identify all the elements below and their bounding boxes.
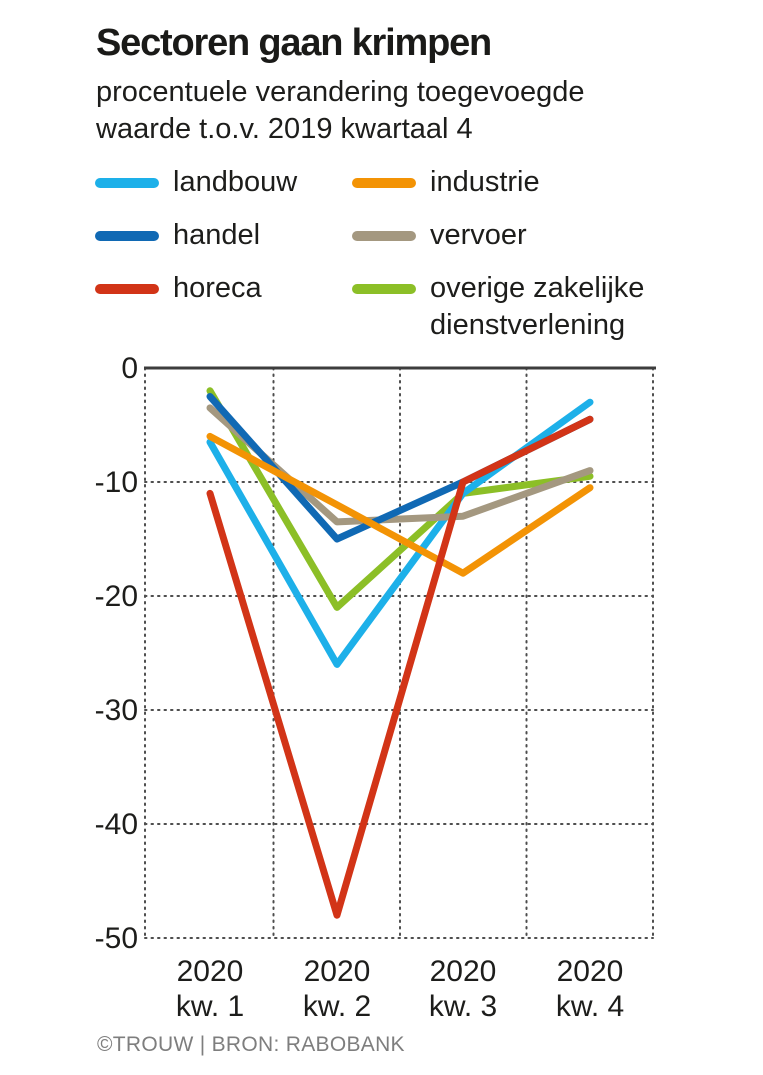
x-tick-label-quarter: kw. 4 xyxy=(556,990,624,1023)
series-line-overige-zakelijke-dienstverlening xyxy=(206,387,594,611)
legend-label: handel xyxy=(173,219,261,251)
legend-label: landbouw xyxy=(173,166,298,198)
chart-subtitle-line2: waarde t.o.v. 2019 kwartaal 4 xyxy=(96,113,473,145)
x-tick-label-year: 2020 xyxy=(557,955,624,988)
chart-subtitle: procentuele verandering toegevoegde waar… xyxy=(96,74,585,148)
y-tick-label: -50 xyxy=(95,922,138,955)
legend-label: vervoer xyxy=(430,219,527,251)
legend-item-industrie: industrie xyxy=(352,164,702,201)
legend-swatch-handel xyxy=(95,231,159,241)
legend-label: overige zakelijke dienstverlening xyxy=(430,272,645,341)
x-tick-label-quarter: kw. 2 xyxy=(303,990,371,1023)
legend-swatch-horeca xyxy=(95,284,159,294)
chart-legend: landbouw handel horeca industrie vervoer over… xyxy=(95,164,715,360)
x-tick-label-year: 2020 xyxy=(304,955,371,988)
legend-label: horeca xyxy=(173,272,262,304)
y-tick-label: -10 xyxy=(95,466,138,499)
legend-item-overige-zakelijke-dienstverlening: overige zakelijke dienstverlening xyxy=(352,270,702,344)
series-line-industrie xyxy=(206,432,594,577)
legend-swatch-landbouw xyxy=(95,178,159,188)
x-tick-label-year: 2020 xyxy=(177,955,244,988)
y-tick-label: -30 xyxy=(95,694,138,727)
legend-item-landbouw: landbouw xyxy=(95,164,352,201)
y-tick-label: 0 xyxy=(121,352,138,385)
chart-subtitle-line1: procentuele verandering toegevoegde xyxy=(96,76,585,108)
legend-swatch-overige-zakelijke-dienstverlening xyxy=(352,284,416,294)
legend-item-vervoer: vervoer xyxy=(352,217,702,254)
chart-title: Sectoren gaan krimpen xyxy=(96,22,492,64)
x-tick-label-quarter: kw. 1 xyxy=(176,990,244,1023)
legend-item-horeca: horeca xyxy=(95,270,352,344)
legend-swatch-industrie xyxy=(352,178,416,188)
x-tick-label-quarter: kw. 3 xyxy=(429,990,497,1023)
legend-item-handel: handel xyxy=(95,217,352,254)
y-tick-label: -40 xyxy=(95,808,138,841)
source-credit: ©TROUW | BRON: RABOBANK xyxy=(97,1033,405,1056)
x-tick-label-year: 2020 xyxy=(430,955,497,988)
legend-swatch-vervoer xyxy=(352,231,416,241)
series-line-horeca xyxy=(206,415,594,919)
legend-label: industrie xyxy=(430,166,540,198)
y-tick-label: -20 xyxy=(95,580,138,613)
